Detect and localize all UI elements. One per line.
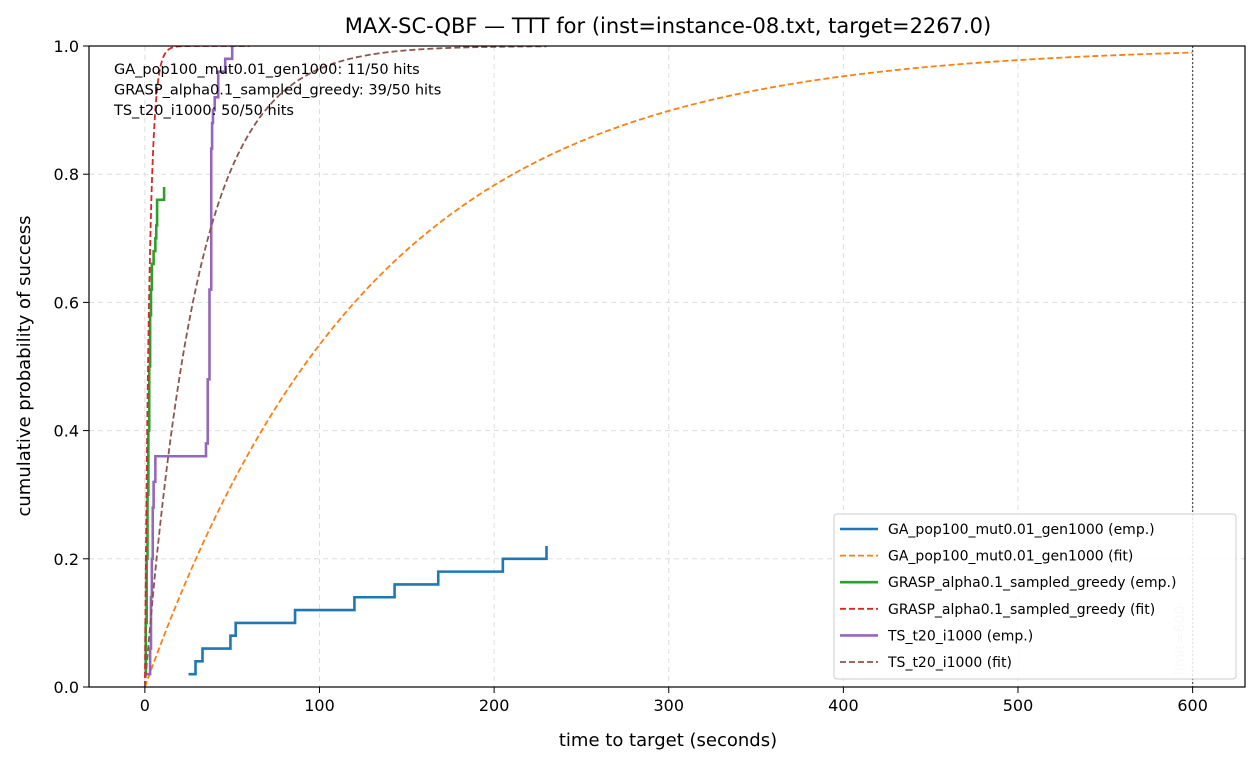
y-tick-label: 0.4 — [54, 422, 79, 441]
legend-label: TS_t20_i1000 (emp.) — [887, 628, 1033, 644]
y-tick-label: 0.2 — [54, 550, 79, 569]
x-tick-label: 400 — [828, 696, 859, 715]
legend-box — [833, 513, 1237, 680]
plot-frame — [88, 45, 1246, 688]
annotation-line: TS_t20_i1000: 50/50 hits — [113, 103, 294, 119]
legend-label: GA_pop100_mut0.01_gen1000 (emp.) — [888, 522, 1155, 538]
annotation-line: GA_pop100_mut0.01_gen1000: 11/50 hits — [114, 62, 420, 78]
chart-title: MAX-SC-QBF — TTT for (inst=instance-08.t… — [345, 14, 992, 38]
legend-label: GRASP_alpha0.1_sampled_greedy (emp.) — [888, 575, 1176, 591]
series-line-2 — [144, 187, 166, 676]
y-tick-label: 0.8 — [54, 165, 79, 184]
hits-annotations: GA_pop100_mut0.01_gen1000: 11/50 hits GRA… — [113, 62, 441, 119]
x-axis-ticks: 0 100 200 300 400 500 600 — [140, 687, 1208, 715]
series-line-4 — [144, 46, 234, 676]
series-line-3 — [143, 46, 250, 687]
y-tick-label: 0.0 — [54, 678, 79, 697]
x-tick-label: 500 — [1003, 696, 1034, 715]
series-line-0 — [188, 545, 548, 676]
series-line-5 — [143, 46, 547, 687]
x-tick-label: 300 — [653, 696, 684, 715]
x-axis-label: time to target (seconds) — [559, 730, 777, 751]
x-tick-label: 0 — [140, 696, 150, 715]
legend: GA_pop100_mut0.01_gen1000 (emp.) GA_pop10… — [833, 513, 1237, 680]
y-tick-label: 1.0 — [54, 37, 79, 56]
y-axis-ticks: 0.0 0.2 0.4 0.6 0.8 1.0 — [54, 37, 89, 697]
series-line-1 — [144, 51, 1193, 687]
y-axis-label: cumulative probability of success — [14, 215, 35, 516]
legend-label: GA_pop100_mut0.01_gen1000 (fit) — [888, 549, 1133, 565]
x-tick-label: 600 — [1177, 696, 1208, 715]
legend-label: TS_t20_i1000 (fit) — [887, 655, 1012, 671]
annotation-line: GRASP_alpha0.1_sampled_greedy: 39/50 hit… — [114, 83, 441, 99]
legend-label: GRASP_alpha0.1_sampled_greedy (fit) — [888, 602, 1155, 618]
y-tick-label: 0.6 — [54, 293, 79, 312]
x-tick-label: 100 — [304, 696, 335, 715]
x-tick-label: 200 — [479, 696, 510, 715]
